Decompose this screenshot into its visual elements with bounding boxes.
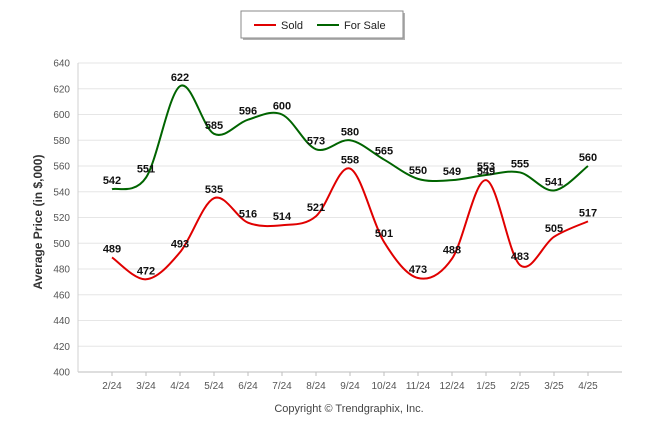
x-tick-label: 9/24 bbox=[340, 381, 360, 392]
legend-label-for-sale: For Sale bbox=[344, 20, 386, 32]
data-label-for-sale: 580 bbox=[341, 126, 359, 138]
y-tick-label: 640 bbox=[53, 59, 70, 70]
data-label-sold: 472 bbox=[137, 265, 155, 277]
data-label-sold: 501 bbox=[375, 228, 393, 240]
y-tick-label: 620 bbox=[53, 84, 70, 95]
x-tick-label: 4/25 bbox=[578, 381, 598, 392]
x-tick-label: 1/25 bbox=[476, 381, 496, 392]
data-label-for-sale: 585 bbox=[205, 120, 223, 132]
x-tick-label: 8/24 bbox=[306, 381, 326, 392]
y-tick-label: 600 bbox=[53, 110, 70, 121]
x-tick-label: 6/24 bbox=[238, 381, 258, 392]
data-label-for-sale: 596 bbox=[239, 106, 257, 118]
data-label-for-sale: 551 bbox=[137, 164, 155, 176]
x-tick-label: 11/24 bbox=[406, 381, 431, 392]
y-tick-label: 440 bbox=[53, 316, 70, 327]
data-label-sold: 493 bbox=[171, 238, 189, 250]
y-axis-title: Average Price (in $,000) bbox=[31, 155, 45, 290]
data-label-sold: 489 bbox=[103, 243, 121, 255]
data-label-sold: 488 bbox=[443, 245, 461, 257]
y-tick-label: 480 bbox=[53, 265, 70, 276]
x-tick-label: 5/24 bbox=[204, 381, 224, 392]
data-label-for-sale: 553 bbox=[477, 161, 495, 173]
x-tick-label: 3/25 bbox=[544, 381, 564, 392]
data-label-sold: 521 bbox=[307, 202, 325, 214]
chart-legend: Sold For Sale bbox=[240, 10, 405, 40]
copyright-text: Copyright © Trendgraphix, Inc. bbox=[274, 403, 423, 415]
data-label-for-sale: 600 bbox=[273, 101, 291, 113]
data-label-for-sale: 541 bbox=[545, 176, 563, 188]
y-tick-label: 520 bbox=[53, 213, 70, 224]
x-tick-label: 4/24 bbox=[170, 381, 190, 392]
data-label-for-sale: 549 bbox=[443, 166, 461, 178]
chart-grid bbox=[77, 62, 622, 373]
x-tick-label: 3/24 bbox=[136, 381, 156, 392]
data-label-sold: 549 bbox=[477, 166, 495, 178]
y-axis-ticks: 400 420 440 460 480 500 520 540 560 580 600 620 640 bbox=[53, 59, 70, 379]
y-tick-label: 540 bbox=[53, 187, 70, 198]
data-label-for-sale: 565 bbox=[375, 146, 393, 158]
y-tick-label: 460 bbox=[53, 290, 70, 301]
x-tick-label: 2/24 bbox=[102, 381, 122, 392]
data-label-for-sale: 555 bbox=[511, 158, 529, 170]
series-line-for-sale bbox=[111, 84, 589, 192]
data-label-sold: 514 bbox=[273, 211, 292, 223]
data-label-sold: 483 bbox=[511, 251, 529, 263]
y-tick-label: 560 bbox=[53, 162, 70, 173]
data-label-for-sale: 550 bbox=[409, 165, 427, 177]
data-label-for-sale: 560 bbox=[579, 152, 597, 164]
data-label-for-sale: 542 bbox=[103, 175, 121, 187]
x-tick-label: 10/24 bbox=[371, 381, 396, 392]
data-label-sold: 535 bbox=[205, 184, 223, 196]
data-label-sold: 517 bbox=[579, 207, 597, 219]
series-line-sold bbox=[111, 167, 589, 281]
legend-label-sold: Sold bbox=[281, 20, 303, 32]
y-tick-label: 580 bbox=[53, 136, 70, 147]
x-axis-ticks: 2/24 3/24 4/24 5/24 6/24 7/24 8/24 9/24 10/24 11/… bbox=[102, 372, 598, 392]
data-label-sold: 505 bbox=[545, 223, 563, 235]
data-label-sold: 473 bbox=[409, 264, 427, 276]
x-tick-label: 12/24 bbox=[439, 381, 464, 392]
data-label-for-sale: 622 bbox=[171, 72, 189, 84]
data-labels: 489 472 493 535 516 514 521 558 501 473 488 549 483 5… bbox=[103, 72, 597, 277]
y-tick-label: 420 bbox=[53, 342, 70, 353]
x-tick-label: 2/25 bbox=[510, 381, 530, 392]
y-tick-label: 400 bbox=[53, 368, 70, 379]
data-label-sold: 558 bbox=[341, 155, 359, 167]
x-tick-label: 7/24 bbox=[272, 381, 292, 392]
y-tick-label: 500 bbox=[53, 239, 70, 250]
data-label-sold: 516 bbox=[239, 209, 257, 221]
data-label-for-sale: 573 bbox=[307, 135, 325, 147]
chart-series bbox=[111, 84, 589, 281]
